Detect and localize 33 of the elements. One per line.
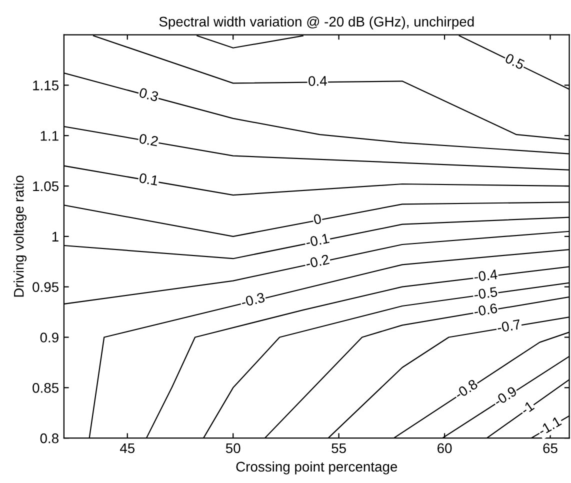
text: -0.3 (240, 292, 266, 308)
text: -0.6 (474, 303, 498, 317)
x-tick-label: 50 (226, 443, 240, 454)
x-tick-label: 65 (543, 443, 558, 454)
text: -0.9 (493, 386, 518, 407)
y-tick-label: 0.85 (32, 383, 59, 393)
text: 0.2 (138, 134, 158, 146)
x-tick-label: 45 (120, 443, 135, 454)
text: 0.3 (138, 88, 159, 102)
y-tick-label: 0.9 (40, 332, 58, 342)
text: -1 (520, 400, 535, 415)
text: 0 (313, 214, 322, 225)
text: -0.1 (305, 233, 330, 248)
y-axis-title: Driving voltage ratio (14, 176, 27, 297)
series-label: 0.4 (308, 76, 327, 86)
chart-title: Spectral width variation @ -20 dB (GHz), unchirped (159, 16, 474, 30)
y-tick-label: 1 (52, 232, 58, 242)
text: -0.7 (496, 319, 521, 333)
text: -0.2 (305, 254, 330, 269)
y-tick-label: 1.15 (33, 80, 59, 90)
y-tick-label: 0.95 (32, 282, 59, 292)
text: -0.4 (474, 269, 498, 282)
text: 0.5 (504, 53, 526, 70)
text: -0.8 (454, 378, 478, 400)
x-tick-label: 55 (332, 443, 346, 454)
text: -0.5 (474, 286, 498, 300)
x-tick-label: 60 (438, 443, 452, 454)
y-tick-label: 0.8 (40, 433, 58, 444)
text: -1.1 (537, 416, 562, 436)
text: 0.1 (138, 172, 158, 186)
y-tick-label: 1.1 (40, 131, 58, 141)
x-axis-title: Crossing point percentage (236, 461, 398, 474)
y-tick-label: 1.05 (33, 181, 59, 192)
